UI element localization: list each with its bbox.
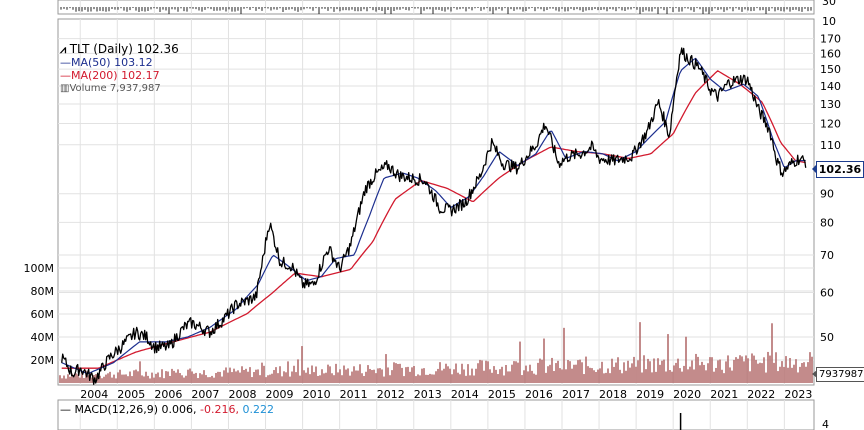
ma200-swatch-icon: — <box>60 69 71 82</box>
macd-value-3: 0.222 <box>242 403 275 416</box>
legend-price: ⩘ TLT (Daily) 102.36 <box>60 42 179 57</box>
last-volume-tag: 7937987 <box>816 367 864 382</box>
y-tick-label: 70 <box>820 249 834 262</box>
volume-bars <box>59 322 813 383</box>
x-tick-label: 2018 <box>599 388 627 401</box>
y-tick-label: 110 <box>820 139 841 152</box>
x-tick-label: 2014 <box>451 388 479 401</box>
macd-swatch-icon: — <box>60 403 71 416</box>
volume-tick-label: 100M <box>24 262 55 275</box>
x-tick-label: 2017 <box>562 388 590 401</box>
x-tick-label: 2009 <box>266 388 294 401</box>
ma50-line <box>61 57 806 375</box>
x-tick-label: 2022 <box>747 388 775 401</box>
y-tick-label: 170 <box>820 33 841 46</box>
ma200-line <box>61 70 806 369</box>
top-panel-tick-label: 10 <box>822 15 836 28</box>
volume-tick-label: 60M <box>31 308 55 321</box>
x-tick-label: 2005 <box>117 388 145 401</box>
x-tick-label: 2011 <box>340 388 368 401</box>
ma50-swatch-icon: — <box>60 56 71 69</box>
x-tick-label: 2006 <box>154 388 182 401</box>
y-tick-label: 140 <box>820 80 841 93</box>
legend-volume: ▥Volume 7,937,987 <box>60 82 179 95</box>
x-tick-label: 2010 <box>303 388 331 401</box>
volume-tag-pointer <box>812 370 817 378</box>
y-tick-label: 80 <box>820 216 834 229</box>
x-tick-label: 2016 <box>525 388 553 401</box>
y-tick-label: 50 <box>820 331 834 344</box>
volume-tick-label: 80M <box>31 285 55 298</box>
macd-value-2: -0.216, <box>200 403 240 416</box>
legend-ma50: —MA(50) 103.12 <box>60 56 179 69</box>
price-tag-pointer <box>812 164 817 174</box>
x-tick-label: 2020 <box>673 388 701 401</box>
y-tick-label: 60 <box>820 287 834 300</box>
y-tick-label: 150 <box>820 63 841 76</box>
y-tick-label: 120 <box>820 118 841 131</box>
x-tick-label: 2008 <box>228 388 256 401</box>
macd-panel-frame <box>57 399 815 430</box>
last-price-tag: 102.36 <box>816 161 864 178</box>
legend-ma200-label: MA(200) 102.17 <box>71 69 160 82</box>
x-tick-label: 2015 <box>488 388 516 401</box>
x-tick-label: 2004 <box>80 388 108 401</box>
macd-label: MACD(12,26,9) <box>74 403 159 416</box>
volume-tick-label: 40M <box>31 331 55 344</box>
macd-tick-label: 4 <box>822 418 829 430</box>
top-panel-tick-label: 30 <box>822 0 836 8</box>
price-line <box>61 47 807 385</box>
legend-volume-label: Volume 7,937,987 <box>69 83 161 94</box>
legend-ma200: —MA(200) 102.17 <box>60 69 179 82</box>
volume-bars-icon: ▥ <box>60 83 70 94</box>
y-tick-label: 160 <box>820 47 841 60</box>
y-tick-label: 90 <box>820 188 834 201</box>
price-legend-icon: ⩘ <box>60 43 67 56</box>
top-panel-marks <box>60 7 812 14</box>
x-tick-label: 2012 <box>377 388 405 401</box>
macd-value-1: 0.006, <box>161 403 197 416</box>
x-tick-label: 2013 <box>414 388 442 401</box>
x-tick-label: 2023 <box>784 388 812 401</box>
y-tick-label: 130 <box>820 98 841 111</box>
x-tick-label: 2007 <box>191 388 219 401</box>
legend-price-label: TLT (Daily) 102.36 <box>69 42 179 56</box>
chart-legend: ⩘ TLT (Daily) 102.36 —MA(50) 103.12 —MA(… <box>60 43 179 95</box>
x-tick-label: 2019 <box>636 388 664 401</box>
legend-ma50-label: MA(50) 103.12 <box>71 56 153 69</box>
x-tick-label: 2021 <box>710 388 738 401</box>
macd-legend: — MACD(12,26,9) 0.006, -0.216, 0.222 <box>60 403 274 416</box>
volume-tick-label: 20M <box>31 354 55 367</box>
